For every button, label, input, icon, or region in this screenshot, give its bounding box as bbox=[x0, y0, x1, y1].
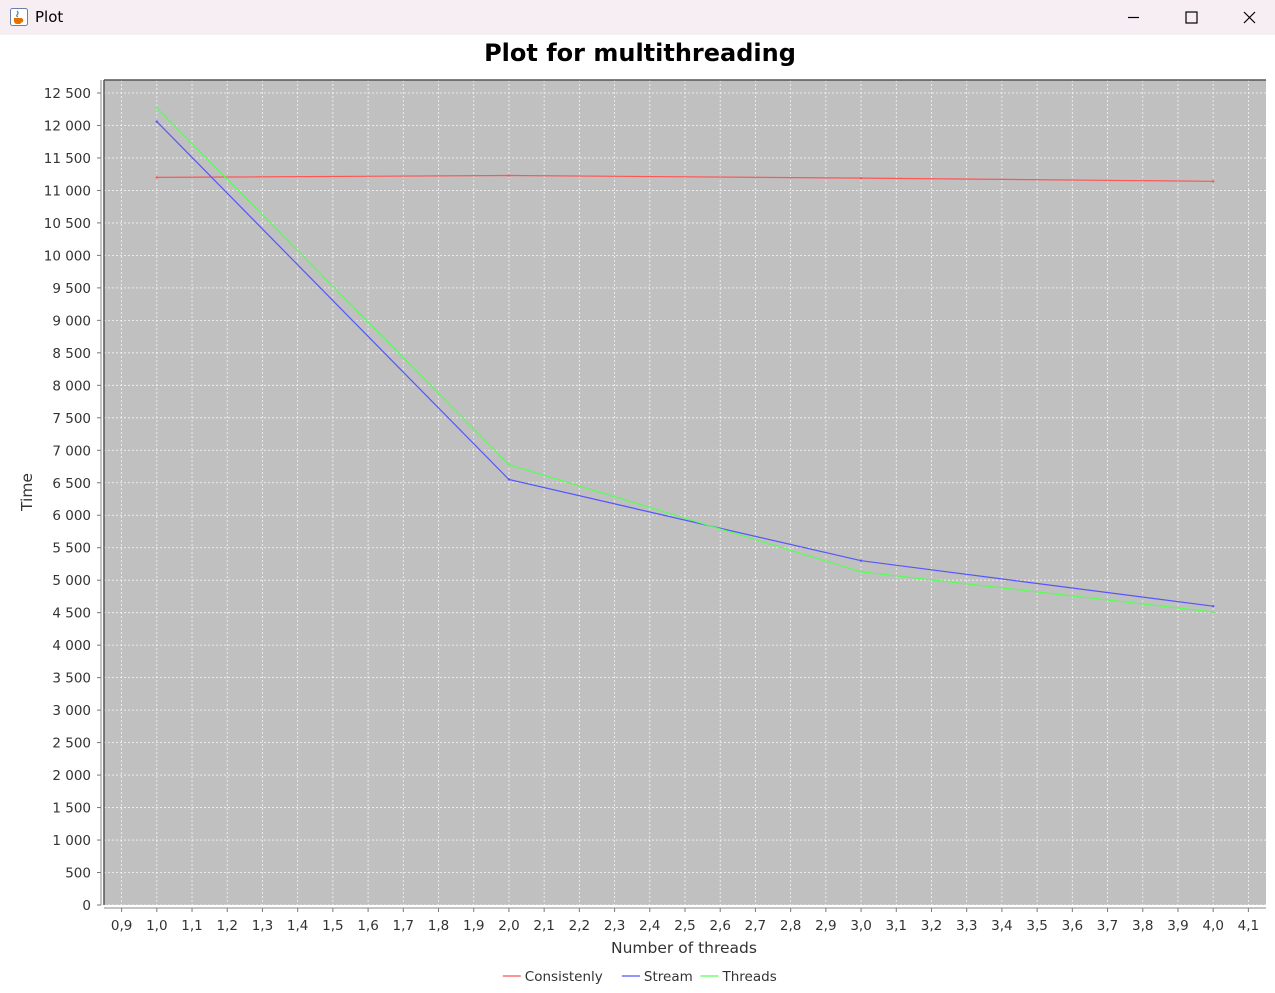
data-point-stream bbox=[507, 478, 511, 481]
x-tick-label: 3,9 bbox=[1167, 918, 1188, 934]
y-tick-label: 6 500 bbox=[52, 476, 91, 492]
data-point-stream bbox=[1211, 604, 1215, 608]
close-icon bbox=[1243, 11, 1256, 24]
x-tick-label: 2,7 bbox=[745, 918, 766, 934]
legend: Consistenly Stream Threads bbox=[502, 969, 777, 985]
y-tick-label: 9 500 bbox=[52, 281, 91, 297]
minimize-button[interactable] bbox=[1104, 0, 1162, 35]
x-tick-label: 1,8 bbox=[428, 918, 449, 934]
window-title: Plot bbox=[35, 8, 64, 26]
series-line-stream bbox=[156, 121, 1214, 607]
y-tick-label: 11 500 bbox=[44, 151, 91, 167]
y-tick-label: 4 500 bbox=[52, 606, 91, 622]
x-tick-label: 3,0 bbox=[850, 918, 871, 934]
chart-title: Plot for multithreading bbox=[484, 39, 796, 67]
y-tick-label: 10 000 bbox=[44, 248, 91, 264]
y-tick-label: 8 000 bbox=[52, 378, 91, 394]
close-button[interactable] bbox=[1220, 0, 1275, 35]
x-tick-label: 3,5 bbox=[1026, 918, 1047, 934]
minimize-icon bbox=[1128, 16, 1139, 19]
grid bbox=[104, 80, 1266, 906]
x-tick-label: 2,2 bbox=[569, 918, 590, 934]
y-tick-label: 7 500 bbox=[52, 411, 91, 427]
x-tick-label: 0,9 bbox=[111, 918, 132, 934]
x-tick-label: 2,9 bbox=[815, 918, 836, 934]
x-axis-title: Number of threads bbox=[611, 939, 757, 957]
data-point-stream bbox=[859, 559, 863, 562]
x-tick-label: 4,0 bbox=[1202, 918, 1223, 934]
y-tick-label: 11 000 bbox=[44, 183, 91, 199]
x-tick-label: 1,9 bbox=[463, 918, 484, 934]
data-point-threads bbox=[507, 463, 511, 466]
data-point-consistenly bbox=[507, 174, 511, 177]
maximize-button[interactable] bbox=[1162, 0, 1220, 35]
x-tick-label: 1,6 bbox=[357, 918, 378, 934]
x-tick-label: 3,1 bbox=[886, 918, 907, 934]
x-tick-label: 2,4 bbox=[639, 918, 660, 934]
chart: Plot for multithreading 0,9 1,0 1,1 1,2 1,3 1… bbox=[18, 39, 1266, 985]
y-tick-label: 7 000 bbox=[52, 443, 91, 459]
x-tick-label: 3,3 bbox=[956, 918, 977, 934]
x-tick-label: 2,3 bbox=[604, 918, 625, 934]
data-point-threads bbox=[859, 570, 863, 573]
x-tick-label: 2,5 bbox=[674, 918, 695, 934]
y-tick-label: 1 500 bbox=[52, 801, 91, 817]
data-point-consistenly bbox=[859, 176, 863, 180]
x-tick-label: 3,4 bbox=[991, 918, 1012, 934]
y-tick-label: 3 000 bbox=[52, 703, 91, 719]
y-axis-title: Time bbox=[18, 473, 36, 512]
x-tick-label: 1,5 bbox=[322, 918, 343, 934]
series-line-consistenly bbox=[156, 174, 1214, 182]
x-tick-label: 2,6 bbox=[709, 918, 730, 934]
x-tick-label: 1,0 bbox=[146, 918, 167, 934]
y-tick-label: 2 500 bbox=[52, 736, 91, 752]
data-point-threads bbox=[1211, 610, 1215, 614]
x-tick-label: 1,3 bbox=[252, 918, 273, 934]
y-tick-label: 12 500 bbox=[44, 86, 91, 102]
data-point-stream bbox=[155, 120, 159, 123]
y-tick-label: 6 000 bbox=[52, 508, 91, 524]
x-tick-label: 4,1 bbox=[1238, 918, 1259, 934]
x-tick-label: 3,2 bbox=[921, 918, 942, 934]
data-point-consistenly bbox=[155, 176, 159, 179]
data-point-consistenly bbox=[1211, 180, 1215, 183]
y-tick-label: 5 000 bbox=[52, 573, 91, 589]
x-tick-label: 3,7 bbox=[1097, 918, 1118, 934]
y-tick-label: 4 000 bbox=[52, 638, 91, 654]
axes: 0,9 1,0 1,1 1,2 1,3 1,4 1,5 1,6 1,7 1,8 1,9 2,0 2,1 2… bbox=[44, 79, 1266, 934]
x-tick-label: 3,8 bbox=[1132, 918, 1153, 934]
y-tick-label: 9 000 bbox=[52, 313, 91, 329]
y-tick-label: 3 500 bbox=[52, 671, 91, 687]
maximize-icon bbox=[1185, 11, 1198, 24]
x-tick-label: 1,1 bbox=[181, 918, 202, 934]
y-tick-label: 10 500 bbox=[44, 216, 91, 232]
y-tick-label: 0 bbox=[82, 898, 91, 914]
java-cup-icon bbox=[10, 8, 28, 26]
legend-label-threads: Threads bbox=[722, 969, 777, 985]
legend-label-stream: Stream bbox=[644, 969, 693, 985]
x-tick-label: 2,1 bbox=[533, 918, 554, 934]
series-line-threads bbox=[156, 107, 1214, 613]
data-point-threads bbox=[155, 106, 159, 110]
x-tick-label: 1,4 bbox=[287, 918, 308, 934]
x-tick-label: 3,6 bbox=[1062, 918, 1083, 934]
series-lines bbox=[155, 106, 1215, 614]
x-tick-label: 1,7 bbox=[393, 918, 414, 934]
x-tick-label: 2,8 bbox=[780, 918, 801, 934]
y-tick-label: 5 500 bbox=[52, 541, 91, 557]
y-tick-label: 12 000 bbox=[44, 118, 91, 134]
x-tick-label: 1,2 bbox=[217, 918, 238, 934]
y-tick-label: 1 000 bbox=[52, 833, 91, 849]
y-tick-label: 8 500 bbox=[52, 346, 91, 362]
window-titlebar: Plot bbox=[0, 0, 1275, 35]
legend-label-consistenly: Consistenly bbox=[525, 969, 603, 985]
y-tick-label: 500 bbox=[65, 866, 91, 882]
x-tick-label: 2,0 bbox=[498, 918, 519, 934]
y-tick-label: 2 000 bbox=[52, 768, 91, 784]
